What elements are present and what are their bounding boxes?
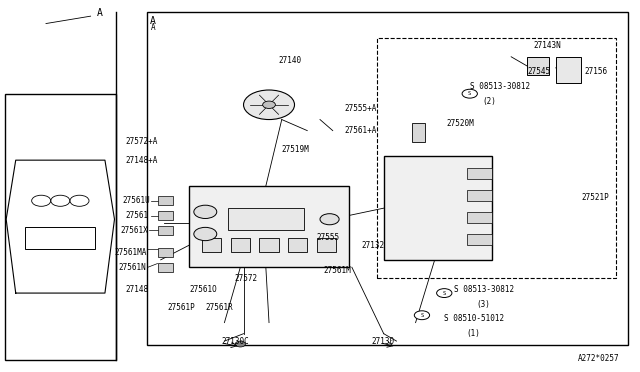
Text: 27572+A: 27572+A (125, 137, 158, 146)
Bar (157, 211, 173, 220)
Bar (412, 123, 425, 142)
Circle shape (320, 214, 339, 225)
Text: (2): (2) (483, 97, 497, 106)
Bar (467, 234, 492, 245)
Bar (556, 57, 581, 83)
Bar (26, 227, 95, 249)
Bar (378, 38, 616, 278)
Text: A272*0257: A272*0257 (578, 354, 620, 363)
Text: 27561+A: 27561+A (344, 126, 376, 135)
Text: 27519M: 27519M (282, 145, 310, 154)
Text: S: S (468, 91, 472, 96)
Text: 27561M: 27561M (323, 266, 351, 275)
Circle shape (262, 101, 275, 109)
Bar (4, 94, 116, 359)
Text: 27561: 27561 (125, 211, 148, 220)
Text: S: S (420, 313, 424, 318)
Bar (147, 13, 628, 345)
Circle shape (194, 205, 217, 218)
Text: A: A (150, 16, 156, 26)
Bar (259, 238, 278, 253)
Bar (288, 238, 307, 253)
Bar (317, 238, 336, 253)
Text: 27521P: 27521P (581, 193, 609, 202)
Text: 27561N: 27561N (118, 263, 146, 272)
Text: S 08510-51012: S 08510-51012 (444, 314, 504, 323)
Text: 27130: 27130 (371, 337, 394, 346)
Text: 27561U: 27561U (122, 196, 150, 205)
Text: 27561P: 27561P (167, 303, 195, 312)
Bar (231, 238, 250, 253)
Circle shape (436, 289, 452, 298)
Text: 27555: 27555 (317, 233, 340, 242)
Bar (228, 208, 304, 230)
Bar (467, 167, 492, 179)
Text: (1): (1) (467, 329, 481, 338)
Text: 27148+A: 27148+A (125, 155, 158, 165)
Text: 27520M: 27520M (446, 119, 474, 128)
Bar (189, 186, 349, 267)
Text: 27561X: 27561X (120, 226, 148, 235)
Bar (467, 190, 492, 201)
Bar (157, 196, 173, 205)
Text: 27130C: 27130C (221, 337, 249, 346)
Text: S 08513-30812: S 08513-30812 (470, 82, 530, 91)
Circle shape (462, 89, 477, 98)
Text: 27156: 27156 (584, 67, 607, 76)
Text: 27561MA: 27561MA (115, 248, 147, 257)
Circle shape (236, 341, 246, 347)
Bar (384, 157, 492, 260)
Bar (467, 212, 492, 223)
Text: S 08513-30812: S 08513-30812 (454, 285, 514, 294)
Text: S: S (443, 291, 446, 296)
Text: 27140: 27140 (278, 56, 301, 65)
Bar (157, 263, 173, 272)
Text: 27572: 27572 (234, 274, 257, 283)
Bar (202, 238, 221, 253)
Text: 27143N: 27143N (534, 41, 561, 50)
Text: 27561R: 27561R (205, 303, 233, 312)
Text: 27561O: 27561O (189, 285, 217, 294)
Bar (527, 57, 549, 75)
Circle shape (194, 227, 217, 241)
Text: 27148: 27148 (125, 285, 148, 294)
Text: 27545: 27545 (527, 67, 550, 76)
Bar (157, 248, 173, 257)
Text: 27132: 27132 (362, 241, 385, 250)
Text: (3): (3) (476, 300, 490, 309)
Text: A: A (97, 8, 103, 18)
Bar (157, 226, 173, 235)
Circle shape (244, 90, 294, 119)
Circle shape (414, 311, 429, 320)
Text: 27555+A: 27555+A (344, 104, 376, 113)
Text: A: A (151, 23, 156, 32)
